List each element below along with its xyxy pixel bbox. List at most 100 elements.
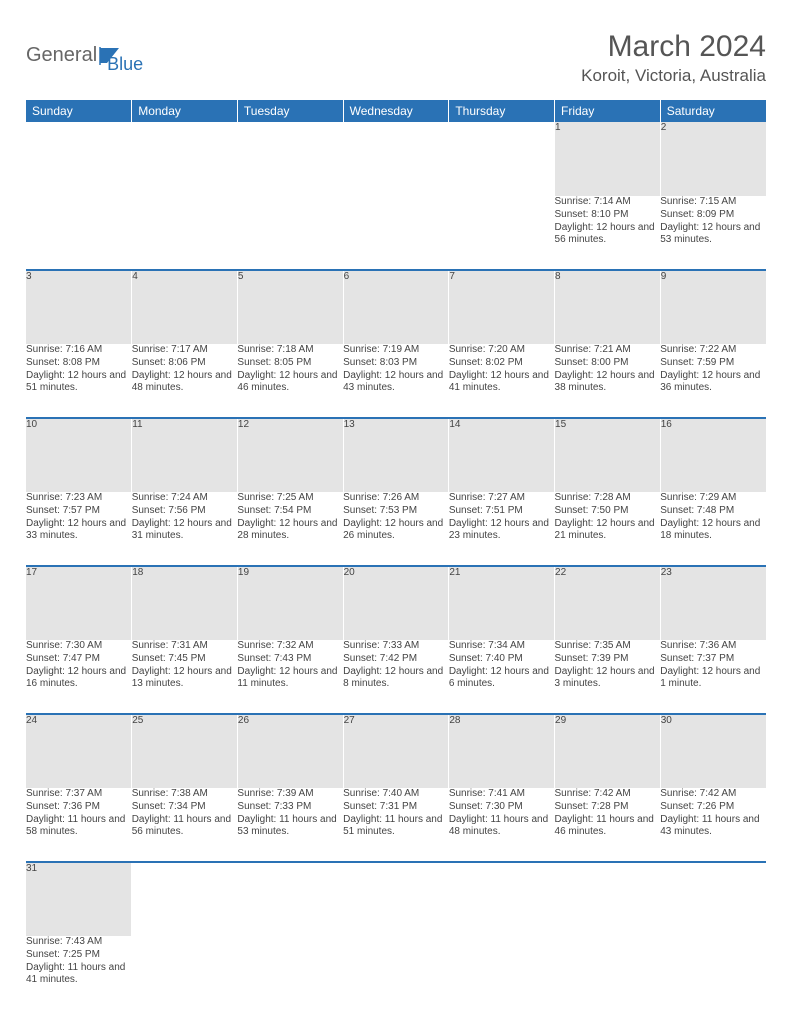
day-header-friday: Friday — [555, 100, 661, 122]
sunset-text: Sunset: 7:43 PM — [237, 653, 343, 666]
day-detail-cell: Sunrise: 7:36 AMSunset: 7:37 PMDaylight:… — [660, 640, 766, 714]
day-num-cell: 23 — [660, 566, 766, 640]
sunset-text: Sunset: 7:47 PM — [26, 653, 132, 666]
day-detail-cell: Sunrise: 7:30 AMSunset: 7:47 PMDaylight:… — [26, 640, 132, 714]
day-detail-cell — [237, 196, 343, 270]
day-num-cell — [237, 122, 343, 196]
day-num-cell: 1 — [555, 122, 661, 196]
sunrise-text: Sunrise: 7:21 AM — [555, 344, 661, 357]
day-num-cell: 9 — [660, 270, 766, 344]
day-num-cell: 10 — [26, 418, 132, 492]
location-text: Koroit, Victoria, Australia — [581, 66, 766, 86]
sunrise-text: Sunrise: 7:26 AM — [343, 492, 449, 505]
sunrise-text: Sunrise: 7:43 AM — [26, 936, 132, 949]
day-num-cell: 19 — [237, 566, 343, 640]
sunset-text: Sunset: 7:59 PM — [660, 357, 766, 370]
sunset-text: Sunset: 7:57 PM — [26, 505, 132, 518]
sunrise-text: Sunrise: 7:23 AM — [26, 492, 132, 505]
day-detail-cell: Sunrise: 7:28 AMSunset: 7:50 PMDaylight:… — [555, 492, 661, 566]
daylight-text: Daylight: 11 hours and 56 minutes. — [132, 814, 238, 840]
sunset-text: Sunset: 8:10 PM — [555, 209, 661, 222]
sunrise-text: Sunrise: 7:34 AM — [449, 640, 555, 653]
sunrise-text: Sunrise: 7:30 AM — [26, 640, 132, 653]
sunrise-text: Sunrise: 7:22 AM — [660, 344, 766, 357]
sunset-text: Sunset: 7:48 PM — [660, 505, 766, 518]
sunrise-text: Sunrise: 7:40 AM — [343, 788, 449, 801]
day-num-cell: 30 — [660, 714, 766, 788]
sunrise-text: Sunrise: 7:39 AM — [237, 788, 343, 801]
sunrise-text: Sunrise: 7:25 AM — [237, 492, 343, 505]
day-detail-cell: Sunrise: 7:27 AMSunset: 7:51 PMDaylight:… — [449, 492, 555, 566]
sunset-text: Sunset: 7:40 PM — [449, 653, 555, 666]
daylight-text: Daylight: 12 hours and 51 minutes. — [26, 370, 132, 396]
day-detail-cell: Sunrise: 7:39 AMSunset: 7:33 PMDaylight:… — [237, 788, 343, 862]
sunrise-text: Sunrise: 7:19 AM — [343, 344, 449, 357]
week-3-num-row: 17181920212223 — [26, 566, 766, 640]
day-detail-cell: Sunrise: 7:20 AMSunset: 8:02 PMDaylight:… — [449, 344, 555, 418]
logo-text-1: General — [26, 44, 97, 67]
sunset-text: Sunset: 8:06 PM — [132, 357, 238, 370]
day-detail-cell — [132, 196, 238, 270]
sunset-text: Sunset: 7:53 PM — [343, 505, 449, 518]
day-detail-cell: Sunrise: 7:14 AMSunset: 8:10 PMDaylight:… — [555, 196, 661, 270]
day-num-cell: 22 — [555, 566, 661, 640]
day-num-cell: 20 — [343, 566, 449, 640]
sunrise-text: Sunrise: 7:20 AM — [449, 344, 555, 357]
sunset-text: Sunset: 8:05 PM — [237, 357, 343, 370]
week-4-num-row: 24252627282930 — [26, 714, 766, 788]
day-detail-cell: Sunrise: 7:32 AMSunset: 7:43 PMDaylight:… — [237, 640, 343, 714]
daylight-text: Daylight: 11 hours and 51 minutes. — [343, 814, 449, 840]
sunset-text: Sunset: 8:00 PM — [555, 357, 661, 370]
day-detail-cell: Sunrise: 7:43 AMSunset: 7:25 PMDaylight:… — [26, 936, 132, 1010]
day-detail-cell — [343, 936, 449, 1010]
day-detail-cell: Sunrise: 7:41 AMSunset: 7:30 PMDaylight:… — [449, 788, 555, 862]
day-detail-cell: Sunrise: 7:21 AMSunset: 8:00 PMDaylight:… — [555, 344, 661, 418]
sunrise-text: Sunrise: 7:24 AM — [132, 492, 238, 505]
week-5-detail-row: Sunrise: 7:43 AMSunset: 7:25 PMDaylight:… — [26, 936, 766, 1010]
sunrise-text: Sunrise: 7:27 AM — [449, 492, 555, 505]
day-num-cell: 5 — [237, 270, 343, 344]
week-5-num-row: 31 — [26, 862, 766, 936]
daylight-text: Daylight: 12 hours and 31 minutes. — [132, 518, 238, 544]
day-num-cell: 21 — [449, 566, 555, 640]
day-num-cell — [449, 122, 555, 196]
sunset-text: Sunset: 7:50 PM — [555, 505, 661, 518]
day-num-cell — [343, 862, 449, 936]
day-detail-cell: Sunrise: 7:22 AMSunset: 7:59 PMDaylight:… — [660, 344, 766, 418]
sunset-text: Sunset: 8:02 PM — [449, 357, 555, 370]
day-detail-cell: Sunrise: 7:25 AMSunset: 7:54 PMDaylight:… — [237, 492, 343, 566]
day-detail-cell: Sunrise: 7:38 AMSunset: 7:34 PMDaylight:… — [132, 788, 238, 862]
logo: General Blue — [26, 36, 143, 75]
day-num-cell: 8 — [555, 270, 661, 344]
week-2-num-row: 10111213141516 — [26, 418, 766, 492]
daylight-text: Daylight: 12 hours and 41 minutes. — [449, 370, 555, 396]
daylight-text: Daylight: 12 hours and 26 minutes. — [343, 518, 449, 544]
day-header-row: SundayMondayTuesdayWednesdayThursdayFrid… — [26, 100, 766, 122]
day-num-cell: 27 — [343, 714, 449, 788]
title-block: March 2024 Koroit, Victoria, Australia — [581, 30, 766, 86]
daylight-text: Daylight: 12 hours and 38 minutes. — [555, 370, 661, 396]
day-num-cell: 31 — [26, 862, 132, 936]
sunset-text: Sunset: 7:37 PM — [660, 653, 766, 666]
day-detail-cell: Sunrise: 7:40 AMSunset: 7:31 PMDaylight:… — [343, 788, 449, 862]
day-num-cell: 12 — [237, 418, 343, 492]
sunset-text: Sunset: 7:31 PM — [343, 801, 449, 814]
day-detail-cell: Sunrise: 7:29 AMSunset: 7:48 PMDaylight:… — [660, 492, 766, 566]
day-header-tuesday: Tuesday — [237, 100, 343, 122]
daylight-text: Daylight: 12 hours and 3 minutes. — [555, 666, 661, 692]
day-detail-cell — [343, 196, 449, 270]
sunrise-text: Sunrise: 7:41 AM — [449, 788, 555, 801]
day-detail-cell: Sunrise: 7:31 AMSunset: 7:45 PMDaylight:… — [132, 640, 238, 714]
day-num-cell — [132, 862, 238, 936]
daylight-text: Daylight: 11 hours and 48 minutes. — [449, 814, 555, 840]
sunset-text: Sunset: 7:45 PM — [132, 653, 238, 666]
sunrise-text: Sunrise: 7:14 AM — [555, 196, 661, 209]
sunset-text: Sunset: 8:08 PM — [26, 357, 132, 370]
sunrise-text: Sunrise: 7:35 AM — [555, 640, 661, 653]
day-detail-cell: Sunrise: 7:26 AMSunset: 7:53 PMDaylight:… — [343, 492, 449, 566]
calendar-table: SundayMondayTuesdayWednesdayThursdayFrid… — [26, 100, 766, 1010]
sunrise-text: Sunrise: 7:42 AM — [660, 788, 766, 801]
logo-text-2: Blue — [107, 54, 143, 75]
calendar-body: 12Sunrise: 7:14 AMSunset: 8:10 PMDayligh… — [26, 122, 766, 1010]
daylight-text: Daylight: 12 hours and 43 minutes. — [343, 370, 449, 396]
